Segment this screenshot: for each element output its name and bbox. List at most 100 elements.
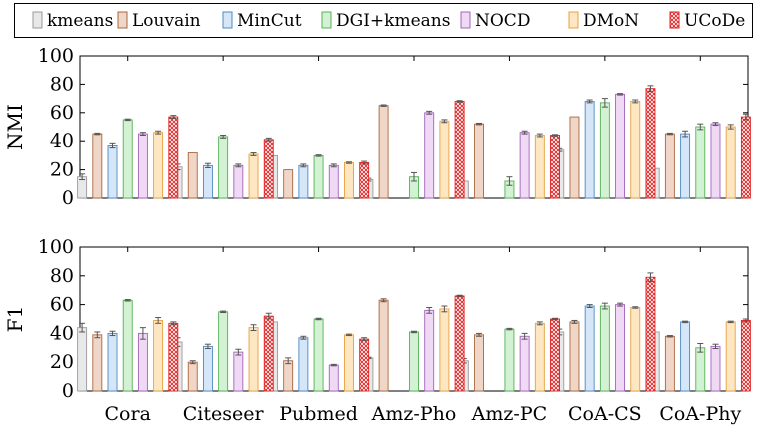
legend-label-louvain: Louvain [132,11,201,31]
bar-louvain-amz-pc [474,123,484,199]
bar-ucode-cora [168,322,179,392]
bar-kmeans-cora [77,327,88,392]
bar-ucode-coa-cs [645,88,656,199]
bar-dgi-kmeans-coa-cs [599,102,610,199]
legend: kmeans Louvain MinCut DGI+kmeans NOCD DMoN UCo… [14,3,753,38]
bar-louvain-citeseer [187,152,198,199]
bar-mincut-coa-cs [584,100,595,199]
bar-ucode-coa-phy [740,319,751,392]
bar-dmon-citeseer [248,327,259,392]
bar-ucode-cora [168,116,179,199]
bar-dmon-amz-pc [534,322,545,392]
bar-nocd-amz-pho [424,112,435,199]
bar-louvain-coa-cs [569,116,580,199]
x-tick-label-amz-pho: Amz-Pho [371,403,457,425]
bar-mincut-coa-cs [584,305,595,392]
legend-label-kmeans: kmeans [47,11,113,31]
legend-swatch-ucode [669,11,680,29]
bar-nocd-coa-phy [710,123,721,199]
bar-louvain-cora [92,334,103,392]
bar-dmon-amz-pc [534,135,545,199]
bar-nocd-coa-cs [615,304,626,392]
bar-dmon-citeseer [248,153,259,199]
y-tick-label: 60 [50,102,74,124]
bar-louvain-citeseer [187,361,198,392]
bar-ucode-coa-cs [645,276,656,392]
legend-swatch-mincut [222,11,233,29]
bar-nocd-pubmed [328,364,339,392]
bar-mincut-coa-phy [680,321,691,392]
bar-nocd-coa-cs [615,93,626,199]
bar-louvain-amz-pho [378,299,389,392]
bar-ucode-pubmed [359,338,370,392]
chart-panel-f1: 0 20 40 60 80 100 F1 Cora Citeseer Pubmed Amz-Pho A… [3,236,751,425]
bar-ucode-amz-pc [550,135,560,199]
bar-dgi-kmeans-coa-phy [695,347,706,392]
y-tick-label: 0 [62,187,74,209]
bar-mincut-cora [107,145,118,199]
legend-swatch-kmeans [32,11,43,29]
bar-ucode-coa-phy [740,116,751,199]
bar-louvain-amz-pho [378,105,389,199]
legend-label-ucode: UCoDe [684,11,745,31]
bar-mincut-pubmed [298,337,309,392]
bar-dgi-kmeans-cora [122,299,133,392]
bar-dgi-kmeans-citeseer [218,311,229,392]
bar-ucode-amz-pho [454,295,465,392]
bar-dmon-coa-cs [630,100,641,199]
x-tick-label-coa-cs: CoA-CS [568,403,642,425]
legend-label-dmon: DMoN [583,11,639,31]
bar-nocd-pubmed [328,164,339,199]
bar-nocd-amz-pc [519,132,530,199]
y-axis-title: F1 [3,306,27,333]
bar-nocd-coa-phy [710,345,721,392]
bar-ucode-citeseer [263,315,274,392]
y-tick-label: 100 [38,236,74,258]
bar-ucode-amz-pho [454,100,465,199]
bar-dgi-kmeans-amz-pho [409,331,419,392]
bar-louvain-amz-pc [474,334,484,392]
y-tick-label: 40 [50,130,74,152]
bar-dgi-kmeans-pubmed [313,154,324,199]
legend-box [14,3,753,38]
bar-dgi-kmeans-amz-pc [504,328,515,392]
bar-louvain-coa-phy [664,335,675,392]
legend-swatch-louvain [117,11,128,29]
bar-mincut-pubmed [298,164,309,199]
legend-swatch-nocd [460,11,471,29]
bar-louvain-coa-phy [664,133,675,199]
y-tick-label: 80 [50,73,74,95]
chart-panel-nmi: 0 20 40 60 80 100 NMI [3,45,751,209]
x-tick-label-coa-phy: CoA-Phy [659,403,741,425]
bar-dmon-pubmed [344,162,354,199]
x-tick-label-pubmed: Pubmed [279,403,358,425]
bar-nocd-citeseer [233,164,244,199]
bar-dmon-amz-pho [439,120,450,199]
legend-swatch-dgi-kmeans [321,11,332,29]
bar-ucode-citeseer [263,139,274,199]
bar-louvain-cora [92,133,103,199]
bar-nocd-amz-pho [424,309,435,392]
bar-nocd-amz-pc [519,335,530,392]
bar-dmon-coa-phy [725,321,736,392]
bar-dmon-pubmed [344,334,354,392]
bar-nocd-citeseer [233,351,244,392]
bar-louvain-pubmed [283,169,294,199]
bar-mincut-citeseer [202,164,213,199]
bar-dgi-kmeans-cora [122,119,133,199]
y-axis-title: NMI [3,104,27,150]
bar-mincut-citeseer [202,345,213,392]
bar-mincut-coa-phy [680,133,691,199]
bar-dmon-amz-pho [439,308,450,392]
bar-dmon-coa-cs [630,307,641,392]
bar-nocd-cora [137,332,148,392]
y-tick-label: 40 [50,322,74,344]
y-tick-label: 80 [50,265,74,287]
bar-dgi-kmeans-coa-cs [599,305,610,392]
legend-label-nocd: NOCD [475,11,530,31]
bar-dgi-kmeans-pubmed [313,318,324,392]
y-tick-label: 100 [38,45,74,67]
x-tick-label-cora: Cora [105,403,151,425]
bar-mincut-cora [107,332,118,392]
